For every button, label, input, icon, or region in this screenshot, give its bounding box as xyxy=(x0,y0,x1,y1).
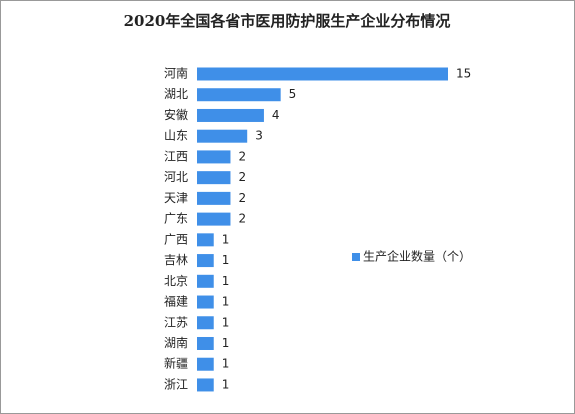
value-label: 15 xyxy=(456,67,471,81)
y-tick-label: 安徽 xyxy=(164,107,188,122)
value-label: 2 xyxy=(238,191,246,205)
bar xyxy=(197,336,214,350)
y-tick-label: 浙江 xyxy=(164,377,188,391)
y-tick-label: 山东 xyxy=(164,129,188,143)
bar xyxy=(197,129,248,143)
bar xyxy=(197,357,214,371)
bar xyxy=(197,316,214,330)
value-label: 2 xyxy=(238,170,246,184)
value-label: 1 xyxy=(222,253,230,267)
y-tick-label: 天津 xyxy=(164,191,188,205)
value-label: 1 xyxy=(222,274,230,288)
chart-title: 2020年全国各省市医用防护服生产企业分布情况 xyxy=(124,12,451,30)
bar xyxy=(197,254,214,268)
value-label: 5 xyxy=(289,87,297,101)
legend-label: 生产企业数量（个） xyxy=(363,249,471,264)
bar xyxy=(197,171,231,185)
y-tick-label: 北京 xyxy=(164,274,188,288)
legend-swatch xyxy=(352,253,360,261)
y-tick-label: 广西 xyxy=(164,232,188,246)
y-tick-label: 广东 xyxy=(164,212,188,226)
y-tick-label: 河北 xyxy=(164,170,188,184)
bar xyxy=(197,212,231,226)
bar xyxy=(197,191,231,205)
y-tick-label: 新疆 xyxy=(164,356,188,371)
bar xyxy=(197,233,214,247)
bar xyxy=(197,378,214,392)
bar xyxy=(197,150,231,164)
value-label: 1 xyxy=(222,357,230,371)
value-label: 1 xyxy=(222,315,230,329)
y-tick-label: 吉林 xyxy=(164,253,188,267)
value-label: 2 xyxy=(238,149,246,163)
value-label: 3 xyxy=(255,129,263,143)
bar xyxy=(197,88,281,102)
y-tick-label: 江苏 xyxy=(164,315,188,329)
value-label: 1 xyxy=(222,232,230,246)
y-tick-label: 河南 xyxy=(164,66,188,81)
y-tick-label: 福建 xyxy=(164,294,188,309)
value-label: 1 xyxy=(222,377,230,391)
bar xyxy=(197,295,214,309)
value-label: 1 xyxy=(222,295,230,309)
bar xyxy=(197,67,448,81)
value-label: 2 xyxy=(238,212,246,226)
y-tick-label: 湖南 xyxy=(164,335,188,350)
bar xyxy=(197,274,214,288)
value-label: 1 xyxy=(222,336,230,350)
value-label: 4 xyxy=(272,108,280,122)
y-tick-label: 湖北 xyxy=(164,86,188,101)
bar xyxy=(197,108,264,122)
y-tick-label: 江西 xyxy=(164,149,188,163)
